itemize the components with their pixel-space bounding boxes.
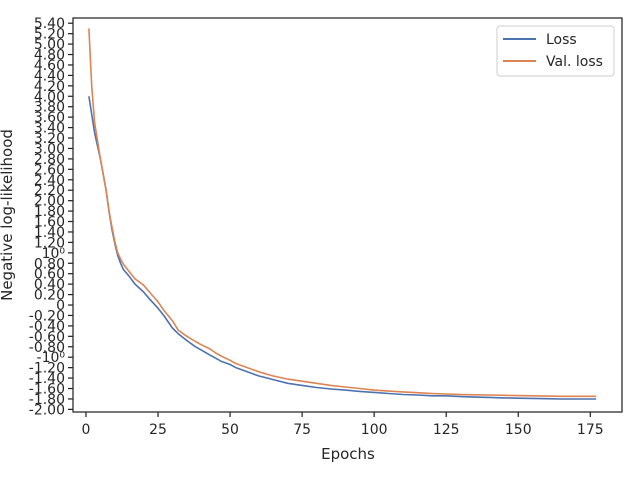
x-tick-label: 150 (505, 422, 532, 438)
y-tick-label: 4.40 (34, 68, 65, 84)
y-tick-label: 5.40 (34, 16, 65, 32)
y-tick-label: 5.00 (34, 37, 65, 53)
y-tick-label: 3.00 (34, 141, 65, 157)
y-tick-label: -0.20 (29, 308, 65, 324)
y-tick-label: 2.20 (34, 183, 65, 199)
y-tick-label: 3.40 (34, 121, 65, 137)
x-tick-label: 25 (149, 422, 167, 438)
x-tick-label: 50 (221, 422, 239, 438)
y-tick-label: 0.60 (34, 267, 65, 283)
y-tick-label: 2.60 (34, 162, 65, 178)
y-tick-label: 2.00 (34, 194, 65, 210)
y-tick-label: 3.60 (34, 110, 65, 126)
y-tick-label: 1.20 (34, 235, 65, 251)
y-tick-label: 4.00 (34, 89, 65, 105)
y-tick-label: -1.40 (29, 371, 65, 387)
y-tick-label: 2.80 (34, 152, 65, 168)
y-tick-label: 3.20 (34, 131, 65, 147)
y-tick-label: 1.40 (34, 225, 65, 241)
y-tick-label: 3.80 (34, 100, 65, 116)
y-tick-label: -0.40 (29, 319, 65, 335)
plot-frame (72, 17, 623, 413)
x-axis-label: Epochs (321, 445, 375, 463)
series-line-1 (88, 28, 597, 398)
x-tick-label: 0 (82, 422, 91, 438)
legend-label-loss: Loss (546, 32, 577, 48)
y-tick-label: -10⁰ (37, 350, 66, 366)
y-tick-label: 0.20 (34, 288, 65, 304)
y-tick-label: 0.80 (34, 256, 65, 272)
y-tick-label: 10⁰ (42, 246, 66, 262)
y-tick-label: 4.80 (34, 48, 65, 64)
x-tick-label: 100 (361, 422, 388, 438)
x-tick-label: 125 (433, 422, 460, 438)
y-axis: -2.00-1.80-1.60-1.40-1.20-10⁰-0.80-0.60-… (29, 16, 73, 418)
y-tick-label: -0.80 (29, 340, 65, 356)
y-axis-label: Negative log-likelihood (0, 129, 16, 301)
y-tick-label: -1.20 (29, 361, 65, 377)
y-tick-label: 5.20 (34, 27, 65, 43)
y-tick-label: -0.60 (29, 329, 65, 345)
x-tick-label: 175 (577, 422, 604, 438)
y-tick-label: 2.40 (34, 173, 65, 189)
y-tick-label: -1.80 (29, 392, 65, 408)
y-tick-label: -2.00 (29, 402, 65, 418)
x-axis: 0 25 50 75 100 125 150 175 (82, 412, 604, 438)
y-tick-label: 4.60 (34, 58, 65, 74)
legend: Loss Val. loss (496, 25, 615, 77)
series-layer (88, 28, 597, 400)
y-tick-label: 1.80 (34, 204, 65, 220)
legend-label-val-loss: Val. loss (546, 54, 603, 70)
y-tick-label: -1.60 (29, 382, 65, 398)
y-tick-label: 0.40 (34, 277, 65, 293)
y-tick-label: 1.60 (34, 215, 65, 231)
y-tick-label: 4.20 (34, 79, 65, 95)
y-tick-label: 0 (56, 298, 65, 314)
series-line-0 (88, 96, 597, 400)
x-tick-label: 75 (293, 422, 311, 438)
